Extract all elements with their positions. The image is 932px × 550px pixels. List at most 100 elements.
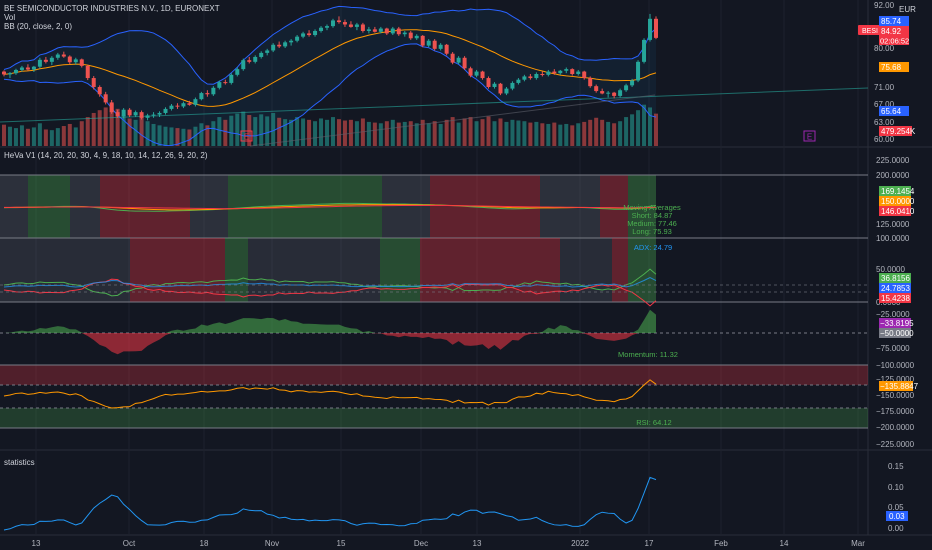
candle-body [606,92,611,94]
bb-legend[interactable]: BB (20, close, 2, 0) [4,22,72,31]
candle-body [151,114,156,116]
candle-body [313,30,318,36]
candle-body [330,20,335,27]
candle-body [558,70,563,74]
time-axis[interactable]: 13 Oct 18 Nov 15 Dec 13 2022 17 Feb 14 M… [32,539,866,548]
candle-body [199,93,204,100]
ma-long-line [3,204,657,210]
volume-bar [181,128,186,146]
volume-bar [271,112,276,146]
regime-zone [382,175,430,238]
symbol-tag: BESI [862,28,878,35]
candle-body [348,24,353,27]
candle-body [283,42,288,47]
trend-zone-ma [0,175,656,238]
heva-tick: 200.0000 [876,171,910,180]
heva-tick: −100.0000 [876,361,915,370]
volume-bar [354,121,359,146]
price-badge-countdown: 02:06:52 [880,37,909,46]
volume-bar [319,118,324,146]
volume-bar [636,110,641,146]
volume-bar [480,119,485,146]
volume-bar [534,121,539,146]
candle-body [366,29,371,31]
candle-body [522,76,527,80]
volume-bar [402,121,407,146]
volume-bar [396,122,401,146]
volume-bar [528,122,533,146]
candle-body [265,50,270,53]
candle-body [552,71,557,74]
stats-tick: 0.00 [888,524,904,533]
candles [2,13,658,121]
candle-body [624,85,629,91]
volume-bar [336,119,341,146]
volume-bar [193,126,198,146]
candle-body [19,67,24,70]
heva-tick: −125.0000 [876,375,915,384]
time-label: Dec [414,539,428,548]
volume-bar [426,123,431,146]
regime-zone [130,238,225,302]
volume-bar [133,119,138,146]
volume-bar [229,115,234,146]
candle-body [654,18,658,38]
candle-body [432,40,437,49]
candle-body [55,54,60,58]
rsi-line [3,379,657,409]
time-label: 13 [473,539,482,548]
candle-body [85,65,90,79]
candle-body [516,79,521,83]
volume-bar [67,123,72,146]
heva-tick: −225.0000 [876,440,915,449]
volume-bar [414,123,419,146]
volume-bar [223,119,228,146]
candle-body [360,24,365,31]
candle-body [253,56,258,62]
rsi-badge: −135.8847 [880,382,919,391]
candle-body [193,99,198,105]
candle-body [175,105,180,107]
heva-tick: −150.0000 [876,391,915,400]
badge-bg [879,16,909,26]
bb-upper-line [3,5,657,85]
candle-body [420,35,425,46]
volume-bar [408,121,413,146]
candle-body [444,44,449,54]
volume-bar [217,117,222,146]
adx-readout: ADX: 24.79 [634,243,672,252]
heva-legend[interactable]: HeVa V1 (14, 20, 20, 30, 4, 9, 18, 10, 1… [4,151,208,160]
candle-body [510,82,515,89]
candle-body [187,103,192,105]
volume-bar [570,125,575,146]
candle-body [384,28,389,34]
candle-body [576,71,581,74]
volume-bar [301,118,306,146]
momentum-positive-area [4,309,656,333]
ma-summary-title: Moving Averages [623,203,681,212]
time-label: Mar [851,539,865,548]
earnings-mark[interactable]: E [244,133,249,142]
candle-body [498,83,503,94]
trend-line [0,87,869,123]
regime-zone [248,238,380,302]
volume-bar [259,114,264,146]
volume-bar [594,117,599,146]
regime-zone [100,175,190,238]
volume-bar [474,121,479,146]
candle-body [277,44,282,47]
regime-zone [0,238,130,302]
candle-body [342,22,347,25]
currency-label[interactable]: EUR [899,5,916,14]
volume-bar [498,118,503,146]
volume-legend[interactable]: Vol [4,13,15,22]
stats-legend[interactable]: statistics [4,458,35,467]
earnings-mark-upcoming[interactable]: E [807,133,812,142]
candle-body [504,88,509,94]
volume-bar [384,121,389,146]
candle-body [241,60,246,70]
candle-body [25,67,30,70]
momentum-readout: Momentum: 11.32 [618,350,678,359]
volume-bar [468,117,473,146]
chart-title[interactable]: BE SEMICONDUCTOR INDUSTRIES N.V., 1D, EU… [4,4,220,13]
